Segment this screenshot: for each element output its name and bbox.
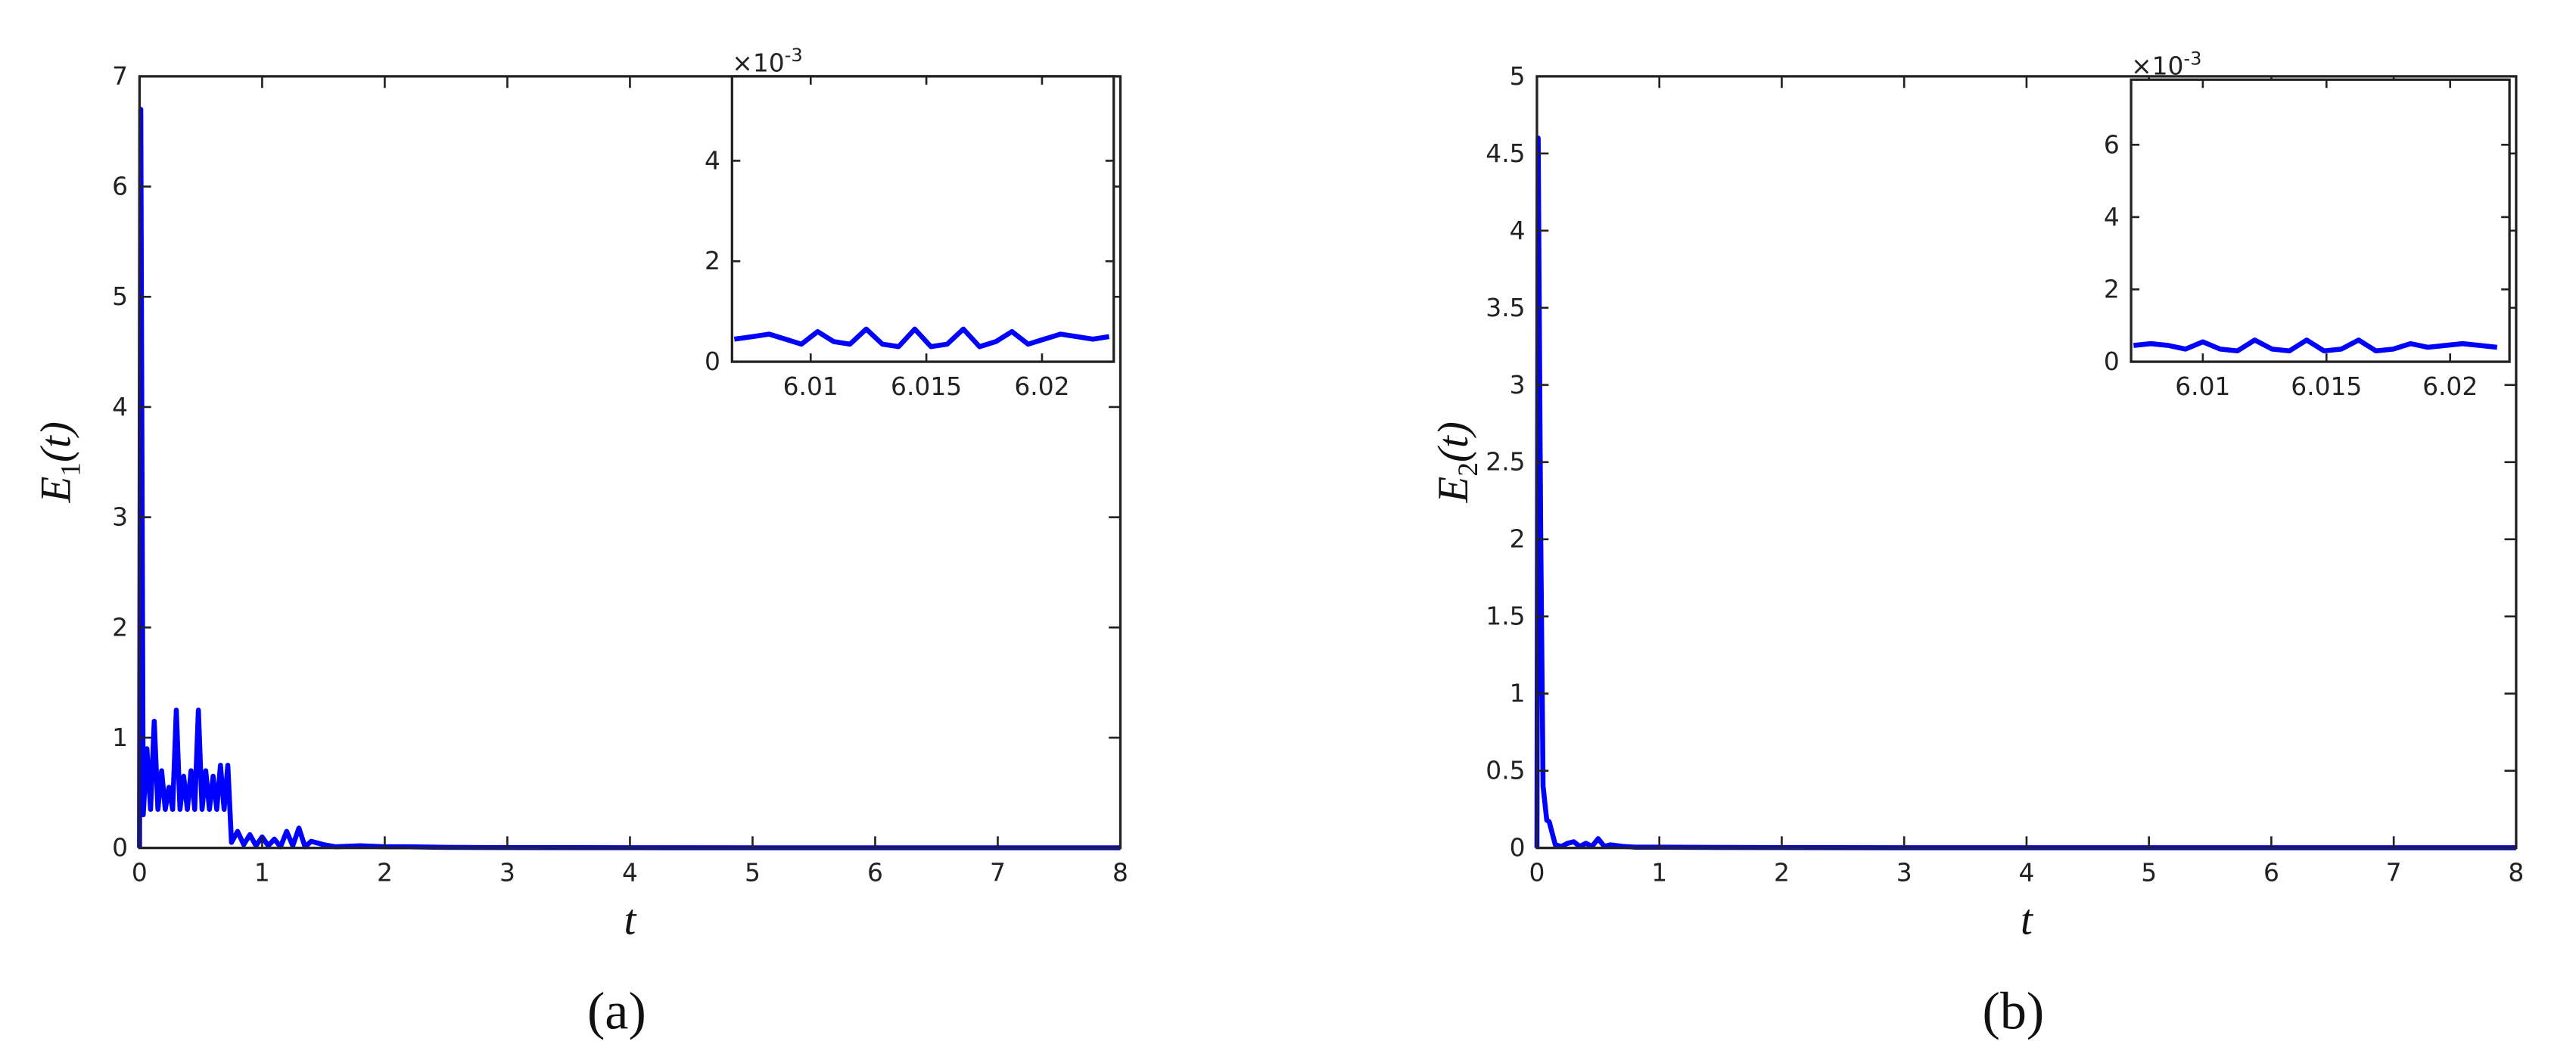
x-tick-label: 6 <box>2263 858 2279 888</box>
data-line <box>2133 337 2498 354</box>
x-tick-label: 6.02 <box>1014 372 1069 401</box>
y-tick-label: 3 <box>112 502 128 532</box>
y-tick-label: 0.5 <box>1486 756 1525 785</box>
y-tick-label: 0 <box>1510 833 1526 863</box>
y-tick-label: 1 <box>1510 679 1526 708</box>
y-tick-label: 2.5 <box>1486 447 1525 477</box>
x-tick-label: 2 <box>377 858 393 888</box>
y-tick-label: 6 <box>112 172 128 201</box>
x-tick-label: 5 <box>2141 858 2157 888</box>
y-tick-label: 7 <box>112 61 128 91</box>
plot-area <box>732 76 1114 362</box>
y-label-symbol: E <box>32 477 79 504</box>
y-multiplier: ×10-3 <box>732 45 802 77</box>
x-tick-label: 6.015 <box>2291 372 2362 401</box>
axes-frame <box>2130 78 2511 363</box>
y-multiplier: ×10-3 <box>2131 48 2201 81</box>
y-tick-label: 1.5 <box>1486 602 1525 631</box>
x-axis-label: t <box>2021 897 2033 944</box>
x-tick-label: 4 <box>622 858 638 888</box>
x-tick-label: 8 <box>2508 858 2524 888</box>
y-axis-label: E1(t) <box>32 421 86 503</box>
x-tick-label: 7 <box>2386 858 2402 888</box>
x-tick-label: 8 <box>1112 858 1128 888</box>
x-tick-label: 7 <box>990 858 1006 888</box>
x-tick-label: 1 <box>254 858 270 888</box>
data-line <box>137 107 1121 850</box>
x-tick-label: 6.01 <box>2175 372 2230 401</box>
y-tick-label: 2 <box>112 612 128 642</box>
y-multiplier-base: ×10 <box>2131 51 2183 81</box>
y-tick-label: 0 <box>705 347 720 376</box>
x-tick-label: 0 <box>1529 858 1545 888</box>
x-tick-label: 5 <box>745 858 761 888</box>
x-axis-label: t <box>624 897 637 944</box>
y-label-subscript: 1 <box>55 462 86 477</box>
plot-area <box>2131 79 2510 362</box>
y-tick-label: 4.5 <box>1486 138 1525 168</box>
y-tick-label: 3 <box>1510 370 1526 399</box>
y-axis-label: E2(t) <box>1430 421 1484 503</box>
y-tick-label: 4 <box>1510 216 1526 245</box>
y-label-argument: (t) <box>32 421 79 462</box>
x-tick-label: 2 <box>1774 858 1790 888</box>
x-tick-label: 3 <box>499 858 515 888</box>
y-tick-label: 5 <box>1510 61 1526 91</box>
y-tick-label: 2 <box>705 246 720 275</box>
caption: (a) <box>587 982 646 1041</box>
x-tick-label: 4 <box>2018 858 2034 888</box>
x-tick-label: 0 <box>132 858 148 888</box>
x-tick-label: 6.01 <box>783 372 838 401</box>
y-tick-label: 0 <box>2104 347 2120 376</box>
y-label-subscript: 2 <box>1453 462 1484 477</box>
x-tick-label: 1 <box>1651 858 1667 888</box>
y-multiplier-exponent: -3 <box>2183 48 2201 70</box>
y-tick-label: 1 <box>112 723 128 752</box>
y-multiplier-exponent: -3 <box>785 45 803 66</box>
y-tick-label: 4 <box>705 145 720 175</box>
y-tick-label: 0 <box>112 833 128 863</box>
y-label-symbol: E <box>1430 477 1477 504</box>
x-tick-label: 6.015 <box>891 372 962 401</box>
x-tick-label: 6 <box>867 858 883 888</box>
axes-frame <box>730 75 1115 363</box>
data-line <box>733 326 1110 350</box>
x-tick-label: 3 <box>1896 858 1912 888</box>
y-label-argument: (t) <box>1430 421 1477 462</box>
caption: (b) <box>1982 982 2044 1041</box>
y-tick-label: 2 <box>1510 524 1526 554</box>
y-multiplier-base: ×10 <box>732 48 784 77</box>
x-tick-label: 6.02 <box>2422 372 2478 401</box>
y-tick-label: 5 <box>112 281 128 311</box>
y-tick-label: 2 <box>2104 274 2120 303</box>
y-tick-label: 4 <box>112 392 128 421</box>
y-tick-label: 4 <box>2104 202 2120 232</box>
y-tick-label: 3.5 <box>1486 293 1525 322</box>
y-tick-label: 6 <box>2104 129 2120 159</box>
